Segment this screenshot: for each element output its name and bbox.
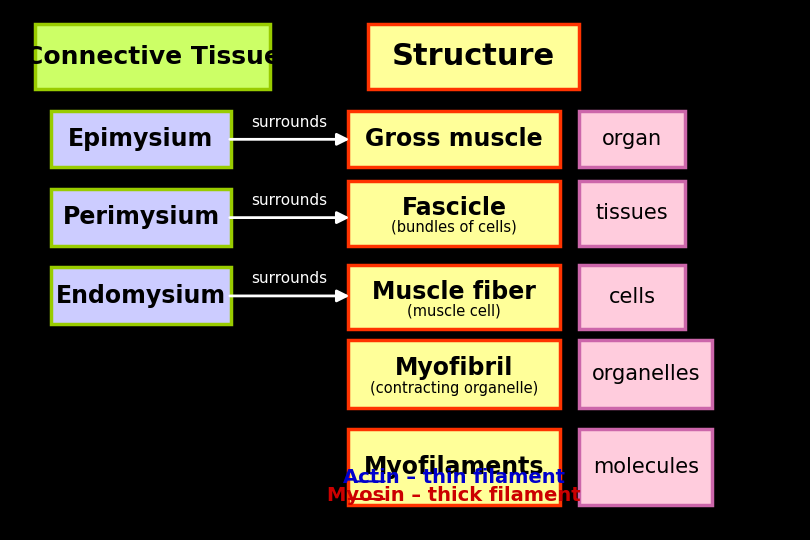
Text: Structure: Structure bbox=[392, 42, 555, 71]
Text: Myofibril: Myofibril bbox=[394, 356, 514, 380]
Text: Actin – thin filament: Actin – thin filament bbox=[343, 468, 565, 488]
Text: Connective Tissue: Connective Tissue bbox=[25, 45, 280, 69]
Text: (muscle cell): (muscle cell) bbox=[407, 303, 501, 318]
FancyBboxPatch shape bbox=[579, 340, 712, 408]
Text: (contracting organelle): (contracting organelle) bbox=[370, 381, 538, 396]
FancyBboxPatch shape bbox=[579, 181, 684, 246]
Text: Muscle fiber: Muscle fiber bbox=[372, 280, 536, 303]
Text: (bundles of cells): (bundles of cells) bbox=[391, 219, 517, 234]
FancyBboxPatch shape bbox=[348, 340, 560, 408]
FancyBboxPatch shape bbox=[579, 265, 684, 329]
FancyBboxPatch shape bbox=[51, 111, 231, 167]
FancyBboxPatch shape bbox=[51, 189, 231, 246]
Text: tissues: tissues bbox=[595, 203, 668, 224]
Text: cells: cells bbox=[608, 287, 655, 307]
Text: organelles: organelles bbox=[591, 364, 700, 384]
Text: Myofilaments: Myofilaments bbox=[364, 455, 544, 479]
Text: molecules: molecules bbox=[593, 457, 699, 477]
Text: organ: organ bbox=[602, 129, 662, 149]
FancyBboxPatch shape bbox=[368, 24, 579, 89]
Text: Endomysium: Endomysium bbox=[56, 284, 226, 308]
FancyBboxPatch shape bbox=[348, 181, 560, 246]
Text: Perimysium: Perimysium bbox=[62, 205, 220, 229]
Text: Myosin – thick filament: Myosin – thick filament bbox=[327, 485, 581, 505]
FancyBboxPatch shape bbox=[579, 111, 684, 167]
Text: surrounds: surrounds bbox=[252, 114, 328, 130]
Text: Gross muscle: Gross muscle bbox=[365, 127, 543, 151]
FancyBboxPatch shape bbox=[51, 267, 231, 324]
Text: Epimysium: Epimysium bbox=[68, 127, 214, 151]
FancyBboxPatch shape bbox=[579, 429, 712, 505]
FancyBboxPatch shape bbox=[36, 24, 270, 89]
Text: surrounds: surrounds bbox=[252, 193, 328, 208]
FancyBboxPatch shape bbox=[348, 429, 560, 505]
Text: surrounds: surrounds bbox=[252, 271, 328, 286]
FancyBboxPatch shape bbox=[348, 265, 560, 329]
FancyBboxPatch shape bbox=[348, 111, 560, 167]
Text: Fascicle: Fascicle bbox=[402, 196, 506, 220]
